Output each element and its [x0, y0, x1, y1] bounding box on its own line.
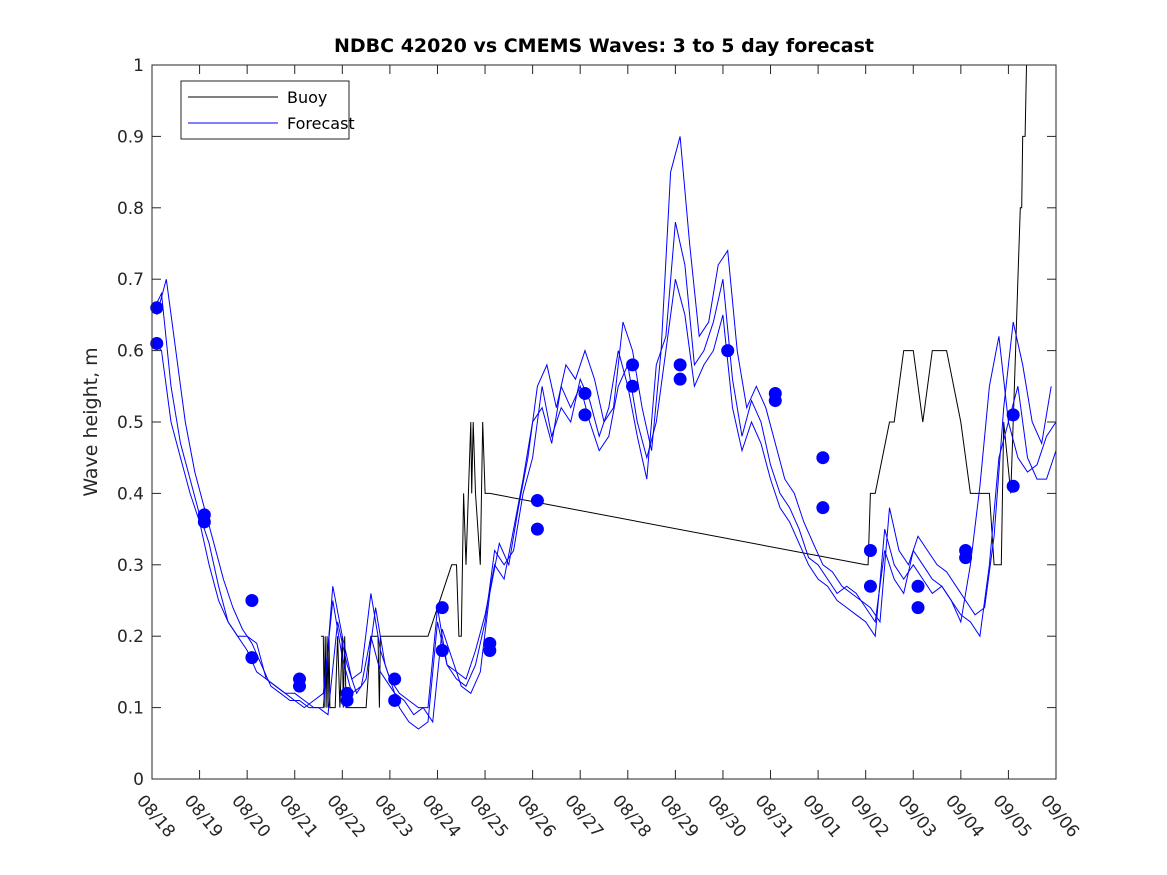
forecast-start-marker — [435, 643, 449, 657]
forecast-start-marker — [816, 501, 830, 515]
y-tick-label: 0.9 — [117, 127, 144, 147]
x-tick-label: 08/18 — [132, 791, 179, 841]
legend: Buoy Forecast — [180, 80, 355, 140]
y-tick-label: 0.5 — [117, 413, 144, 433]
forecast-start-marker — [911, 601, 925, 615]
forecast-start-marker — [673, 372, 687, 386]
forecast-start-marker — [1006, 479, 1020, 493]
x-tick-label: 08/30 — [703, 791, 750, 841]
x-tick-label: 08/24 — [418, 791, 465, 841]
x-tick-label: 08/27 — [560, 791, 607, 841]
forecast-start-marker — [150, 301, 164, 315]
axes-box — [151, 64, 1057, 780]
x-tick-label: 09/06 — [1036, 791, 1083, 841]
forecast-start-marker — [768, 394, 782, 408]
y-tick-label: 0.4 — [117, 484, 144, 504]
y-tick-label: 0.2 — [117, 627, 144, 647]
forecast-start-marker — [578, 386, 592, 400]
x-tick-label: 09/04 — [941, 791, 988, 841]
x-tick-label: 08/21 — [275, 791, 322, 841]
forecast-start-marker — [197, 515, 211, 529]
forecast-start-marker — [721, 344, 735, 358]
forecast-start-marker — [1006, 408, 1020, 422]
x-tick-label: 08/28 — [608, 791, 655, 841]
forecast-start-marker — [816, 451, 830, 465]
forecast-start-marker — [388, 672, 402, 686]
forecast-start-marker — [911, 579, 925, 593]
forecast-start-marker — [863, 579, 877, 593]
forecast-start-marker — [673, 358, 687, 372]
y-tick-label: 0.3 — [117, 556, 144, 576]
forecast-start-marker — [483, 643, 497, 657]
x-tick-label: 08/23 — [370, 791, 417, 841]
forecast-series-line-3 — [156, 136, 1052, 724]
x-tick-label: 09/02 — [846, 791, 893, 841]
y-tick-label: 0 — [133, 770, 144, 790]
marker-layer — [150, 301, 1020, 707]
forecast-start-marker — [292, 679, 306, 693]
forecast-start-marker — [578, 408, 592, 422]
forecast-start-marker — [435, 601, 449, 615]
y-axis-label: Wave height, m — [80, 347, 102, 496]
y-tick-label: 0.6 — [117, 342, 144, 362]
forecast-start-marker — [530, 522, 544, 536]
forecast-start-marker — [150, 336, 164, 350]
x-tick-label: 08/29 — [656, 791, 703, 841]
forecast-start-marker — [530, 494, 544, 508]
buoy-series-line — [320, 65, 1029, 709]
forecast-series-line-1 — [153, 221, 1056, 730]
y-tick-label: 0.8 — [117, 199, 144, 219]
y-tick-label: 1 — [133, 56, 144, 76]
x-tick-label: 08/22 — [322, 791, 369, 841]
forecast-series-line-2 — [154, 279, 1056, 709]
x-tick-label: 08/25 — [465, 791, 512, 841]
legend-label-forecast: Forecast — [287, 114, 355, 133]
chart-title: NDBC 42020 vs CMEMS Waves: 3 to 5 day fo… — [334, 35, 874, 57]
legend-box — [180, 80, 350, 140]
forecast-start-marker — [626, 379, 640, 393]
x-tick-label: 08/31 — [751, 791, 798, 841]
forecast-start-marker — [626, 358, 640, 372]
series-layer — [153, 65, 1056, 730]
x-tick-label: 08/26 — [513, 791, 560, 841]
forecast-start-marker — [245, 594, 259, 607]
x-tick-label: 09/01 — [798, 791, 845, 841]
forecast-start-marker — [863, 544, 877, 558]
x-tick-label: 08/19 — [180, 791, 227, 841]
x-tick-label: 09/03 — [893, 791, 940, 841]
legend-label-buoy: Buoy — [287, 88, 327, 107]
y-tick-label: 0.7 — [117, 270, 144, 290]
forecast-start-marker — [388, 693, 402, 707]
forecast-start-marker — [245, 651, 259, 665]
forecast-start-marker — [340, 693, 354, 707]
forecast-start-marker — [959, 551, 973, 565]
x-tick-label: 09/05 — [989, 791, 1036, 841]
x-tick-label: 08/20 — [227, 791, 274, 841]
y-tick-label: 0.1 — [117, 699, 144, 719]
